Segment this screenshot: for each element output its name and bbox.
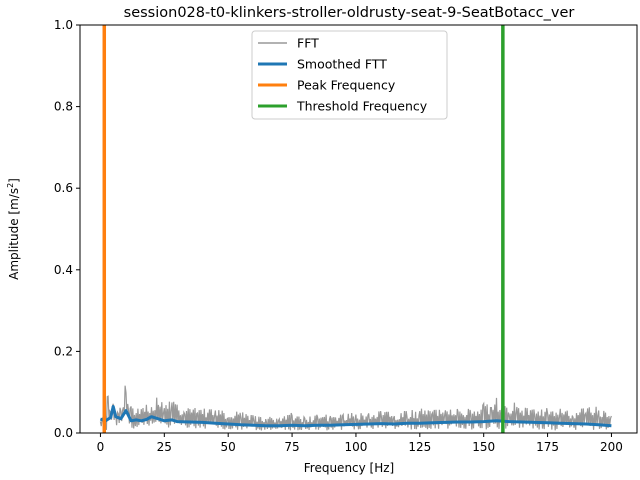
y-axis-label-end: ] — [7, 178, 21, 183]
legend-box — [251, 30, 448, 120]
y-tick-label: 0.4 — [54, 263, 73, 277]
chart-title: session028-t0-klinkers-stroller-oldrusty… — [124, 5, 575, 21]
series-fft-line — [99, 385, 612, 431]
y-axis-label-main: Amplitude [m/s — [7, 188, 21, 280]
y-tick-label: 0.6 — [54, 181, 73, 195]
legend-item-smoothed-label: Smoothed FTT — [297, 57, 387, 72]
y-axis-label-sup: 2 — [6, 183, 15, 188]
y-tick-label: 0.2 — [54, 344, 73, 358]
x-axis: 0 25 50 75 100 125 150 175 200 — [97, 433, 623, 454]
x-tick-label: 0 — [97, 440, 105, 454]
legend-item-peak-label: Peak Frequency — [297, 78, 396, 93]
y-tick-label: 0.8 — [54, 100, 73, 114]
series-smoothed-line — [99, 405, 612, 428]
y-tick-label: 1.0 — [54, 18, 73, 32]
x-tick-label: 25 — [157, 440, 172, 454]
x-tick-label: 75 — [284, 440, 299, 454]
plot-area — [79, 24, 638, 434]
series-layer — [99, 25, 612, 433]
legend: FFT Smoothed FTT Peak Frequency Threshold F… — [251, 30, 448, 120]
plot-frame — [79, 24, 638, 434]
y-tick-label: 0.0 — [54, 426, 73, 440]
x-tick-label: 150 — [472, 440, 495, 454]
legend-item-fft-label: FFT — [297, 36, 319, 51]
x-tick-label: 175 — [536, 440, 559, 454]
x-tick-label: 200 — [600, 440, 623, 454]
legend-item-threshold-label: Threshold Frequency — [296, 99, 428, 114]
x-axis-label: Frequency [Hz] — [304, 461, 395, 475]
y-axis-label: Amplitude [m/s2] — [6, 178, 21, 280]
x-tick-label: 50 — [221, 440, 236, 454]
x-tick-label: 125 — [408, 440, 431, 454]
x-tick-label: 100 — [344, 440, 367, 454]
y-axis: 0.0 0.2 0.4 0.6 0.8 1.0 — [54, 18, 80, 440]
